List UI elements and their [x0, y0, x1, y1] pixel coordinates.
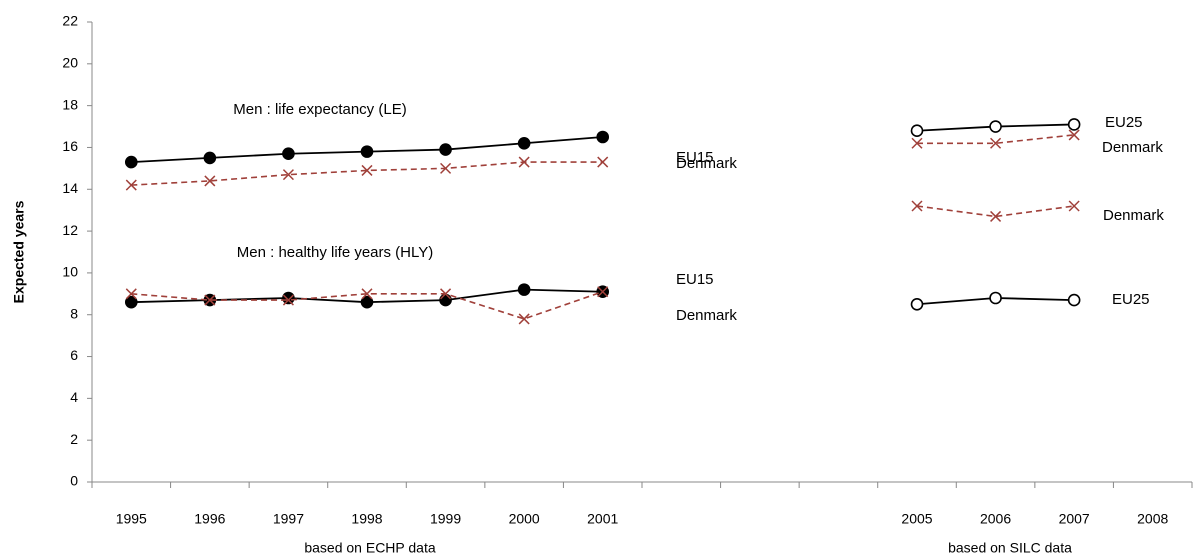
- y-tick-label: 18: [62, 96, 78, 112]
- y-tick-label: 0: [70, 473, 78, 489]
- marker: [911, 200, 923, 212]
- marker: [203, 151, 217, 165]
- marker: [440, 162, 452, 174]
- marker: [989, 291, 1002, 305]
- x-tick-label: 2007: [1059, 511, 1090, 527]
- marker: [910, 297, 924, 311]
- y-tick-label: 16: [62, 138, 78, 154]
- marker: [125, 288, 137, 300]
- series-label: Denmark: [676, 155, 737, 172]
- marker: [597, 156, 609, 168]
- marker: [204, 294, 216, 306]
- series-label: Denmark: [676, 307, 737, 324]
- marker: [282, 291, 295, 305]
- x-tick-label: 2005: [901, 511, 932, 527]
- y-tick-label: 6: [70, 347, 78, 363]
- marker: [1068, 129, 1080, 141]
- marker: [360, 145, 374, 158]
- marker: [1068, 200, 1080, 212]
- x-tick-label: 2000: [509, 511, 540, 527]
- annotation: Men : life expectancy (LE): [233, 101, 406, 118]
- group-label: based on ECHP data: [304, 540, 435, 556]
- marker: [517, 283, 531, 296]
- x-tick-label: 2006: [980, 511, 1011, 527]
- marker: [990, 210, 1002, 222]
- marker: [282, 294, 294, 306]
- group-label: based on SILC data: [948, 540, 1072, 556]
- y-tick-label: 14: [62, 180, 78, 196]
- y-tick-label: 8: [70, 305, 78, 321]
- series-label: EU15: [676, 149, 714, 166]
- annotation: Men : healthy life years (HLY): [237, 244, 433, 261]
- series-line: [916, 205, 1075, 218]
- series-label: EU25: [1112, 291, 1150, 308]
- y-tick-label: 12: [62, 222, 78, 238]
- marker: [124, 155, 138, 169]
- y-tick-label: 4: [70, 389, 78, 405]
- x-tick-label: 1996: [194, 511, 225, 527]
- marker: [282, 147, 295, 161]
- marker: [361, 164, 373, 176]
- marker: [439, 293, 452, 307]
- marker: [439, 143, 452, 156]
- marker: [440, 288, 452, 300]
- series-label: Denmark: [1103, 207, 1164, 224]
- series-line: [131, 161, 603, 186]
- x-tick-label: 1997: [273, 511, 304, 527]
- x-tick-label: 1995: [116, 511, 147, 527]
- series-line: [917, 134, 1075, 145]
- y-axis-label: Expected years: [11, 200, 27, 303]
- marker: [910, 124, 924, 138]
- marker: [518, 313, 530, 325]
- marker: [1067, 118, 1081, 131]
- marker: [517, 136, 531, 150]
- marker: [361, 288, 373, 300]
- y-tick-label: 22: [62, 13, 78, 29]
- marker: [1067, 293, 1081, 307]
- marker: [911, 137, 923, 149]
- y-tick-label: 2: [70, 431, 78, 447]
- marker: [360, 295, 374, 309]
- marker: [124, 295, 138, 309]
- marker: [597, 286, 609, 298]
- marker: [518, 156, 530, 168]
- x-tick-label: 1999: [430, 511, 461, 527]
- marker: [204, 175, 216, 187]
- x-tick-label: 2008: [1137, 511, 1168, 527]
- series-label: EU15: [676, 271, 714, 288]
- marker: [125, 179, 137, 191]
- x-tick-label: 1998: [351, 511, 382, 527]
- series-label: EU25: [1105, 114, 1143, 131]
- y-tick-label: 10: [62, 264, 78, 280]
- marker: [990, 137, 1002, 149]
- marker: [596, 130, 610, 144]
- marker: [282, 169, 294, 181]
- y-tick-label: 20: [62, 55, 78, 71]
- x-tick-label: 2001: [587, 511, 618, 527]
- marker: [989, 120, 1002, 133]
- series-label: Denmark: [1102, 139, 1163, 156]
